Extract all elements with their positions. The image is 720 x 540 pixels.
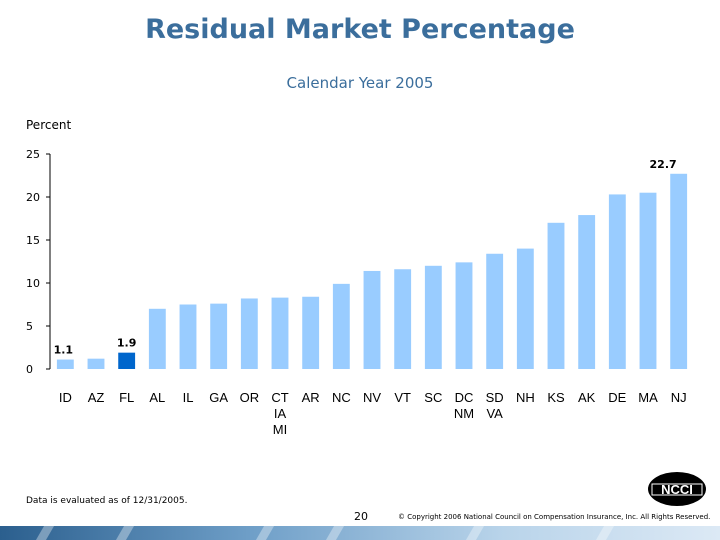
- data-label: 1.1: [54, 344, 74, 357]
- bar: [394, 269, 412, 369]
- bar: [302, 296, 320, 369]
- data-label: 1.9: [117, 337, 137, 350]
- bar: [486, 253, 504, 369]
- x-tick-label: ID: [59, 390, 72, 405]
- ncci-logo: NCCI: [648, 472, 706, 506]
- bar: [578, 215, 596, 369]
- bar: [547, 222, 565, 369]
- data-footnote: Data is evaluated as of 12/31/2005.: [26, 496, 188, 506]
- x-tick-label: VA: [486, 406, 503, 421]
- bar: [210, 303, 228, 369]
- x-tick-label: OR: [240, 390, 260, 405]
- x-tick-label: NJ: [671, 390, 687, 405]
- x-tick-label: MI: [273, 422, 287, 437]
- logo-text: NCCI: [661, 482, 693, 497]
- x-tick-label: IL: [183, 390, 194, 405]
- data-label: 22.7: [650, 158, 677, 171]
- x-tick-label: SC: [424, 390, 442, 405]
- bar: [118, 352, 136, 369]
- bar: [148, 308, 166, 369]
- bar: [271, 297, 289, 369]
- y-tick-label: 0: [26, 363, 33, 376]
- bar: [332, 283, 350, 369]
- bar: [516, 248, 534, 369]
- x-tick-label: NH: [516, 390, 535, 405]
- bar: [87, 358, 105, 369]
- x-tick-label: SD: [486, 390, 504, 405]
- x-tick-label: DE: [608, 390, 626, 405]
- bar: [56, 359, 74, 369]
- x-tick-label: AK: [578, 390, 596, 405]
- y-axis-label: Percent: [26, 118, 72, 132]
- y-tick-label: 15: [26, 234, 40, 247]
- x-tick-label: NV: [363, 390, 381, 405]
- x-tick-label: VT: [394, 390, 411, 405]
- bar: [608, 194, 626, 369]
- bar: [179, 304, 197, 369]
- bar: [639, 192, 657, 369]
- x-tick-label: CT: [271, 390, 288, 405]
- y-tick-label: 25: [26, 148, 40, 161]
- copyright-notice: © Copyright 2006 National Council on Com…: [398, 513, 711, 521]
- x-tick-label: FL: [119, 390, 134, 405]
- bar: [455, 262, 473, 369]
- x-tick-label: NM: [454, 406, 474, 421]
- y-tick-label: 10: [26, 277, 40, 290]
- page-number: 20: [354, 510, 368, 523]
- chart-subtitle: Calendar Year 2005: [286, 74, 434, 92]
- x-tick-label: MA: [638, 390, 658, 405]
- bar: [363, 270, 381, 369]
- x-tick-label: GA: [209, 390, 228, 405]
- x-tick-label: IA: [274, 406, 287, 421]
- bottom-decorative-band: [0, 526, 720, 540]
- x-tick-label: AR: [302, 390, 320, 405]
- x-tick-label: AZ: [88, 390, 105, 405]
- x-tick-label: AL: [149, 390, 165, 405]
- x-tick-label: DC: [455, 390, 474, 405]
- y-tick-label: 5: [26, 320, 33, 333]
- bar: [240, 298, 258, 369]
- x-tick-label: KS: [547, 390, 565, 405]
- chart-title: Residual Market Percentage: [145, 14, 575, 45]
- bar: [670, 173, 688, 369]
- bar: [424, 265, 442, 369]
- y-tick-label: 20: [26, 191, 40, 204]
- x-tick-label: NC: [332, 390, 351, 405]
